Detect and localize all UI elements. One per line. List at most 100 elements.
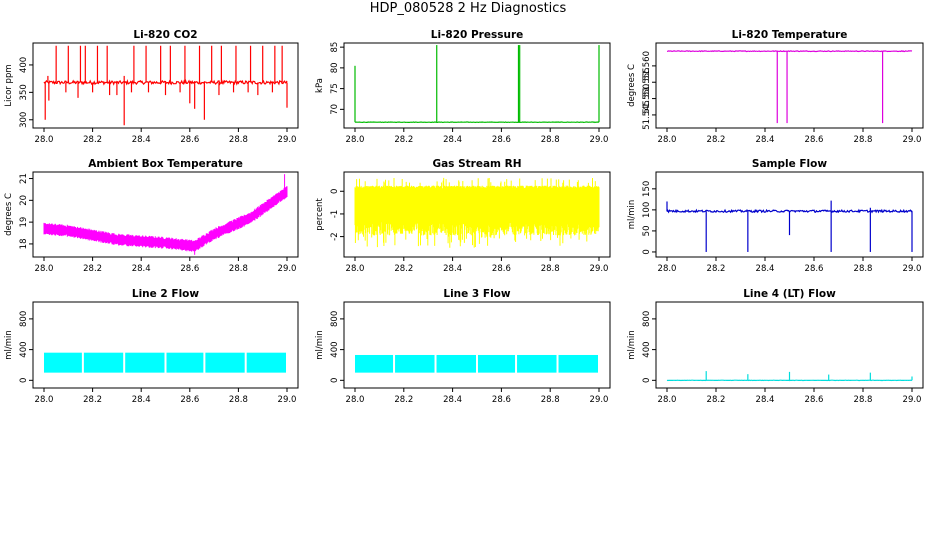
y-axis-label: Licor ppm [4,64,14,106]
x-tick-label: 28.2 [394,135,413,145]
baseline-trace [43,78,288,86]
chart-title: Li-820 CO2 [133,29,197,41]
y-tick-label: 800 [642,311,652,327]
x-tick-label: 29.0 [590,264,609,274]
y-tick-label: 80 [330,62,340,73]
y-tick-label: 51.545 [642,100,652,130]
x-tick-label: 28.2 [394,264,413,274]
flow-band [517,354,557,373]
chart-panel-1: Li-820 CO2 Licor ppm 28.0 28.2 28.4 28.6 28.8 2… [4,29,299,145]
x-tick-label: 28.8 [854,135,873,145]
chart-title: Line 3 Flow [443,288,510,300]
y-tick-label: 0 [642,249,652,254]
x-tick-label: 29.0 [278,395,297,405]
flow-band [44,352,82,373]
x-tick-label: 29.0 [278,264,297,274]
flow-band [125,352,165,373]
x-tick-label: 28.4 [443,264,462,274]
y-tick-label: 51.560 [642,51,652,81]
y-axis-label: ml/min [627,200,637,230]
x-tick-label: 28.6 [492,395,511,405]
x-tick-label: 28.8 [541,264,560,274]
plot-frame [343,301,611,389]
y-axis-label: ml/min [4,330,14,360]
x-tick-label: 28.8 [854,395,873,405]
chart-panel-4: Ambient Box Temperature degrees C 28.0 28.2… [4,158,299,274]
x-tick-label: 28.0 [35,264,54,274]
x-tick-label: 28.6 [805,395,824,405]
chart-title: Ambient Box Temperature [88,158,243,170]
plot-frame [343,171,611,258]
x-tick-label: 28.2 [83,264,102,274]
x-tick-label: 28.0 [346,264,365,274]
chart-title: Line 4 (LT) Flow [743,288,836,300]
plot-frame [655,171,924,258]
y-tick-label: 400 [642,341,652,357]
plot-frame [32,42,299,129]
flow-band [395,354,435,373]
x-tick-label: 28.2 [394,395,413,405]
y-tick-label: 85 [330,42,340,53]
x-tick-label: 28.8 [229,395,248,405]
flow-band [166,352,204,373]
y-tick-label: -1 [330,210,340,218]
chart-panel-2: Li-820 Pressure kPa 28.0 28.2 28.4 28.6 28.8 29… [315,29,611,145]
x-tick-label: 28.6 [492,264,511,274]
y-tick-label: 18 [19,239,29,250]
data-series [667,50,913,124]
x-tick-label: 28.0 [35,135,54,145]
chart-title: Sample Flow [752,158,827,170]
x-tick-label: 29.0 [903,264,922,274]
y-tick-label: 300 [19,112,29,128]
y-axis-label: degrees C [627,64,637,107]
y-axis-label: ml/min [627,330,637,360]
data-series [43,45,288,126]
y-tick-label: 0 [19,378,29,383]
chart-title: Li-820 Temperature [732,29,848,41]
y-tick-label: 19 [19,217,29,228]
x-tick-label: 28.8 [229,264,248,274]
chart-panel-3: Li-820 Temperature degrees C 28.0 28.2 28.4 2… [627,29,924,145]
y-tick-label: 51.555 [642,67,652,97]
x-tick-label: 28.6 [180,135,199,145]
chart-panel-7: Line 2 Flow ml/min 28.0 28.2 28.4 28.6 28.8 29.… [4,288,299,405]
x-tick-label: 28.2 [707,264,726,274]
x-tick-label: 28.2 [707,135,726,145]
x-tick-label: 28.0 [346,395,365,405]
y-tick-label: 800 [19,311,29,327]
y-tick-label: 50 [642,225,652,236]
flow-band [205,352,245,373]
chart-title: Line 2 Flow [132,288,199,300]
x-tick-label: 28.8 [541,135,560,145]
x-tick-label: 28.6 [180,264,199,274]
y-tick-label: 0 [642,378,652,383]
flow-band [558,354,598,373]
y-tick-label: 0 [330,378,340,383]
flow-band [355,354,394,373]
y-axis-label: kPa [315,78,325,93]
flow-band [436,354,476,373]
x-tick-label: 28.0 [658,135,677,145]
x-tick-label: 28.6 [805,135,824,145]
plot-frame [32,171,299,258]
x-tick-label: 28.6 [805,264,824,274]
flow-band [478,354,516,373]
chart-panel-9: Line 4 (LT) Flow ml/min 28.0 28.2 28.4 28.6 28… [627,288,924,405]
y-axis-label: degrees C [4,193,14,236]
x-tick-label: 28.4 [443,395,462,405]
data-series [354,45,600,124]
y-tick-label: 51.550 [642,84,652,114]
x-tick-label: 28.8 [229,135,248,145]
x-tick-label: 29.0 [278,135,297,145]
x-tick-label: 28.6 [492,135,511,145]
data-series [666,371,913,382]
x-tick-label: 28.8 [541,395,560,405]
plot-frame [655,42,924,129]
plot-frame [655,301,924,389]
y-tick-label: 100 [642,202,652,218]
x-tick-label: 28.2 [83,135,102,145]
chart-panel-6: Sample Flow ml/min 28.0 28.2 28.4 28.6 28.8 29.… [627,158,924,274]
x-tick-label: 29.0 [590,395,609,405]
data-series [355,354,598,373]
